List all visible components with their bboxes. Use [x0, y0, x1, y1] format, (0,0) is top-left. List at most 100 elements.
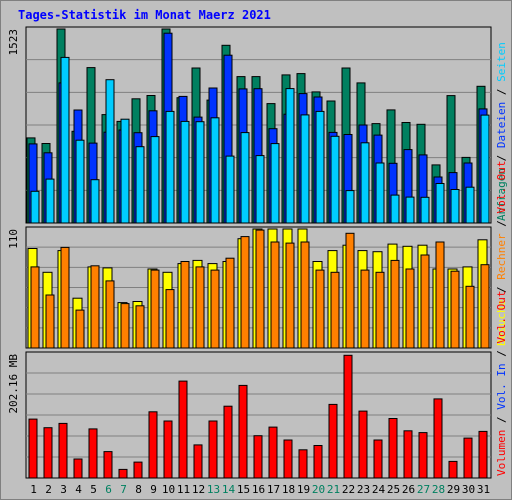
day-label-30: 30 [462, 483, 475, 496]
day-label-23: 23 [357, 483, 370, 496]
day-label-10: 10 [162, 483, 175, 496]
bar-seiten-day-22 [345, 190, 355, 224]
day-label-12: 12 [192, 483, 205, 496]
bar-volumen-day-2 [43, 427, 53, 479]
bar-seiten-day-6 [105, 79, 115, 224]
bar-rechner-day-31 [480, 264, 490, 349]
y-axis-max-label-visits: 110 [7, 229, 20, 249]
bar-seiten-day-8 [135, 146, 145, 224]
day-label-1: 1 [30, 483, 37, 496]
bar-seiten-day-24 [375, 162, 385, 224]
bar-seiten-day-4 [75, 139, 85, 224]
bar-seiten-day-19 [300, 114, 310, 224]
bar-volumen-day-30 [463, 437, 473, 479]
day-label-5: 5 [90, 483, 97, 496]
day-label-20: 20 [312, 483, 325, 496]
legend-entry-1: / [495, 280, 508, 300]
day-label-16: 16 [252, 483, 265, 496]
bar-rechner-day-30 [465, 285, 475, 349]
day-label-11: 11 [177, 483, 190, 496]
bar-rechner-day-2 [45, 294, 55, 349]
day-label-17: 17 [267, 483, 280, 496]
bar-rechner-day-7 [120, 303, 130, 349]
bar-volumen-day-8 [133, 461, 143, 479]
bar-rechner-day-13 [210, 269, 220, 349]
legend-entry-0: Anfragen [495, 168, 508, 221]
legend-entry-1: / [495, 410, 508, 430]
day-label-15: 15 [237, 483, 250, 496]
bar-seiten-day-29 [450, 189, 460, 224]
bar-rechner-day-17 [270, 241, 280, 349]
day-label-9: 9 [150, 483, 157, 496]
bar-seiten-day-27 [420, 196, 430, 224]
bar-rechner-day-10 [165, 289, 175, 349]
bar-seiten-day-26 [405, 196, 415, 224]
bar-rechner-day-15 [240, 236, 250, 349]
bar-volumen-day-29 [448, 460, 458, 479]
bar-rechner-day-8 [135, 305, 145, 349]
bar-volumen-day-27 [418, 432, 428, 479]
bar-seiten-day-1 [30, 190, 40, 224]
bar-volumen-day-1 [28, 418, 38, 479]
legend-entry-4: Vol. Out [495, 291, 508, 344]
day-label-28: 28 [432, 483, 445, 496]
bar-seiten-day-13 [210, 117, 220, 224]
bar-volumen-day-25 [388, 418, 398, 479]
legend-entry-3: / [495, 82, 508, 102]
bar-rechner-day-25 [390, 259, 400, 349]
bar-rechner-day-22 [345, 232, 355, 349]
day-label-19: 19 [297, 483, 310, 496]
bar-seiten-day-23 [360, 142, 370, 224]
bar-rechner-day-16 [255, 229, 265, 349]
legend-visits: Besuche / Rechner / Vol. Out [495, 161, 508, 346]
day-label-4: 4 [75, 483, 82, 496]
bar-seiten-day-31 [480, 114, 490, 224]
legend-entry-2: Vol. In [495, 363, 508, 409]
day-label-25: 25 [387, 483, 400, 496]
bar-rechner-day-1 [30, 266, 40, 349]
y-axis-max-label-hits: 1523 [7, 29, 20, 56]
day-label-29: 29 [447, 483, 460, 496]
chart-title: Tages-Statistik im Monat Maerz 2021 [18, 8, 271, 22]
legend-entry-2: Rechner [495, 233, 508, 280]
bar-seiten-day-20 [315, 110, 325, 224]
day-label-24: 24 [372, 483, 386, 496]
bar-seiten-day-16 [255, 155, 265, 224]
bar-rechner-day-11 [180, 261, 190, 349]
bar-seiten-day-30 [465, 186, 475, 224]
bar-volumen-day-6 [103, 451, 113, 479]
bar-volumen-day-20 [313, 445, 323, 479]
bar-rechner-day-18 [285, 242, 295, 349]
bar-rechner-day-6 [105, 280, 115, 349]
bar-volumen-day-13 [208, 420, 218, 479]
bar-volumen-day-22 [343, 354, 353, 479]
legend-entry-0: Besuche [495, 300, 508, 346]
bar-rechner-day-3 [60, 246, 70, 349]
bar-rechner-day-20 [315, 269, 325, 349]
day-label-3: 3 [60, 483, 67, 496]
day-label-27: 27 [417, 483, 430, 496]
bar-seiten-day-2 [45, 178, 55, 224]
bar-seiten-day-9 [150, 136, 160, 224]
bar-seiten-day-14 [225, 155, 235, 224]
bar-volumen-day-17 [268, 426, 278, 479]
bar-seiten-day-5 [90, 179, 100, 224]
bar-rechner-day-14 [225, 257, 235, 349]
legend-volume: Volumen / Vol. In / Vol. Out [495, 291, 508, 476]
bar-volumen-day-31 [478, 430, 488, 479]
bar-volumen-day-7 [118, 468, 128, 479]
bar-rechner-day-29 [450, 270, 460, 349]
bar-volumen-day-3 [58, 422, 68, 479]
bar-seiten-day-3 [60, 56, 70, 224]
bar-seiten-day-17 [270, 143, 280, 224]
bar-rechner-day-23 [360, 269, 370, 349]
bar-rechner-day-12 [195, 266, 205, 349]
day-label-7: 7 [120, 483, 127, 496]
bar-volumen-day-12 [193, 444, 203, 479]
bar-seiten-day-11 [180, 120, 190, 224]
legend-entry-2: Dateien [495, 102, 508, 148]
bar-volumen-day-14 [223, 405, 233, 479]
legend-entry-0: Volumen [495, 430, 508, 476]
bar-rechner-day-9 [150, 269, 160, 349]
day-label-31: 31 [477, 483, 490, 496]
